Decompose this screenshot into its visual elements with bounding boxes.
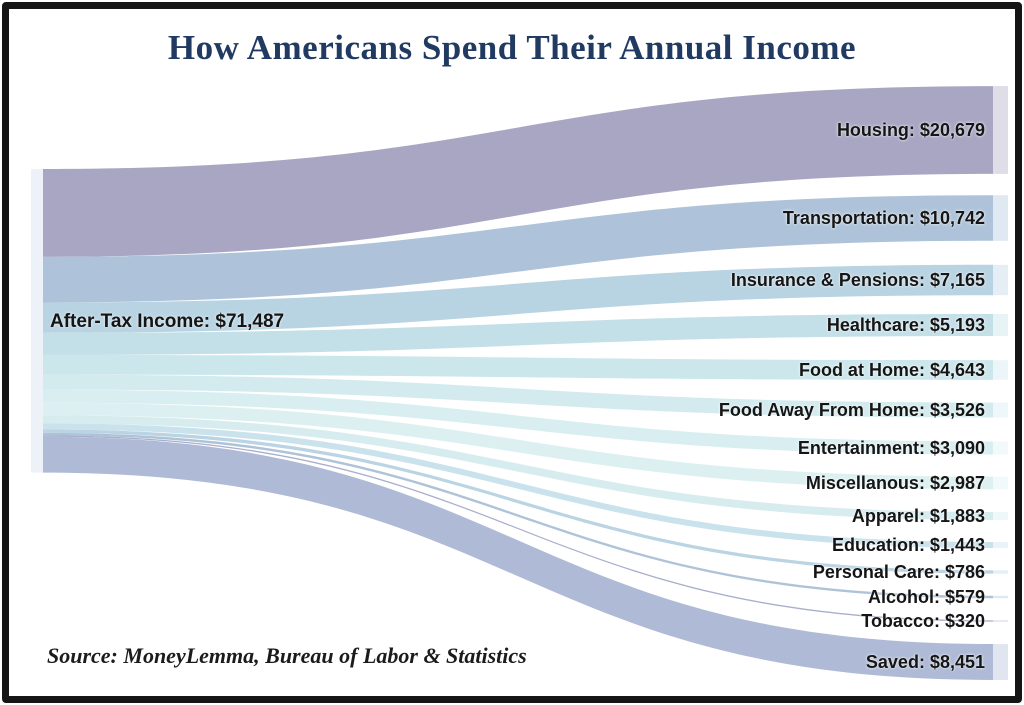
target-node-bar-entertainment [993,441,1008,455]
flow-saved [43,436,993,680]
flow-entertainment [43,389,993,455]
flow-food_away_from_home [43,374,993,418]
target-node-bar-education [993,541,1008,549]
flow-healthcare [43,313,993,355]
source-node-bar [31,169,43,473]
target-node-bar-food_away_from_home [993,402,1008,418]
target-node-bar-insurance_pensions [993,264,1008,296]
flow-housing [43,86,993,257]
source-attribution: Source: MoneyLemma, Bureau of Labor & St… [47,643,527,668]
flow-alcohol [43,432,993,599]
target-node-bar-apparel [993,512,1008,520]
flow-education [43,423,993,549]
target-node-bar-alcohol [993,595,1008,599]
target-node-bar-miscellanous [993,476,1008,490]
flow-apparel [43,415,993,520]
flow-transportation [43,195,993,303]
target-node-bar-healthcare [993,313,1008,337]
flow-miscellanous [43,402,993,490]
flow-tobacco [43,435,993,622]
target-node-bar-housing [993,86,1008,174]
flow-insurance_pensions [43,264,993,333]
target-node-bar-food_at_home [993,360,1008,380]
flow-personal_care [43,429,993,574]
target-node-bar-tobacco [993,620,1008,622]
flow-food_at_home [43,354,993,380]
target-node-bar-personal_care [993,570,1008,574]
chart-title: How Americans Spend Their Annual Income [167,28,857,67]
target-node-bar-saved [993,644,1008,680]
target-node-bar-transportation [993,195,1008,241]
